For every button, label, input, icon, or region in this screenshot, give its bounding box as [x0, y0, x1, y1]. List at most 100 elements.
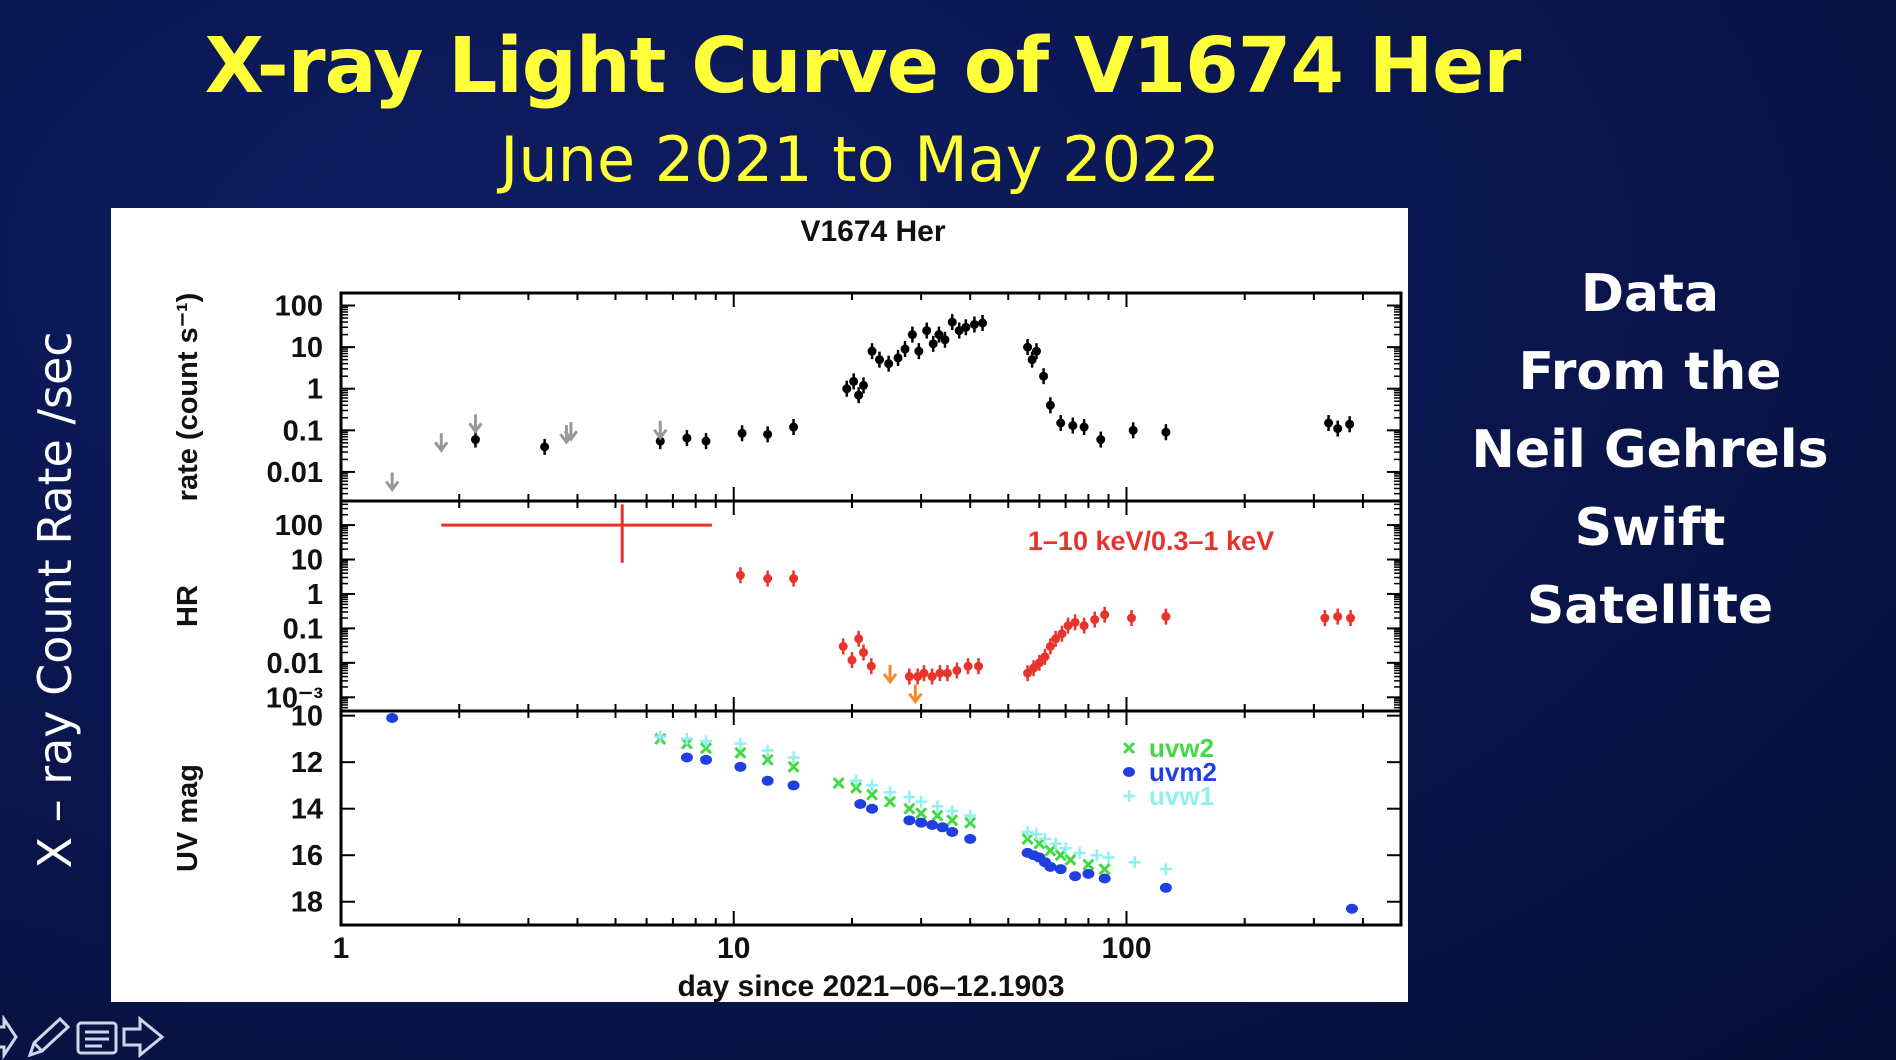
data-source-line: Neil Gehrels — [1471, 420, 1829, 480]
data-point — [1079, 422, 1089, 432]
data-point — [893, 353, 903, 363]
data-point — [1059, 842, 1072, 855]
data-point — [761, 753, 774, 766]
data-point — [1023, 342, 1033, 352]
data-point — [1056, 418, 1066, 428]
data-point — [854, 390, 864, 400]
data-point — [1128, 856, 1141, 869]
legend-marker — [1123, 767, 1135, 777]
data-point — [654, 730, 667, 743]
data-point — [1070, 617, 1080, 627]
data-point — [946, 805, 959, 818]
data-source-line: Data — [1580, 264, 1720, 324]
upper-limit-marker — [653, 420, 668, 441]
y-tick-label: 0.01 — [267, 457, 323, 489]
y-tick-label: 12 — [291, 747, 323, 779]
data-point — [1324, 418, 1334, 428]
data-point — [1159, 863, 1172, 876]
data-point — [1021, 832, 1034, 845]
data-point — [1079, 621, 1089, 631]
data-point — [978, 318, 988, 328]
data-point — [942, 668, 952, 678]
series-detection — [441, 504, 1356, 685]
x-tick-label: 100 — [1101, 932, 1151, 965]
legend-label: uvw1 — [1149, 781, 1214, 811]
data-point — [1102, 851, 1115, 864]
data-point — [787, 780, 800, 791]
data-point — [1098, 873, 1111, 884]
data-point — [1320, 613, 1330, 623]
data-point — [1030, 828, 1043, 841]
y-tick-label: 0.01 — [267, 648, 323, 680]
data-point — [903, 791, 916, 804]
back-arrow-icon[interactable] — [0, 1015, 18, 1060]
data-point — [914, 346, 924, 356]
data-point — [1057, 629, 1067, 639]
data-point — [1044, 844, 1057, 857]
data-point — [832, 777, 845, 790]
data-point — [734, 761, 747, 772]
pen-icon[interactable] — [27, 1016, 71, 1058]
data-point — [1023, 668, 1033, 678]
data-point — [1021, 825, 1034, 838]
data-point — [1096, 435, 1106, 445]
y-tick-label: 10 — [291, 701, 323, 733]
legend-label: uvw2 — [1149, 733, 1214, 763]
y-tick-label: 100 — [275, 510, 323, 542]
series-upper-limit — [882, 664, 923, 705]
series-uvw1 — [654, 730, 1172, 876]
x-tick-label: 1 — [333, 932, 350, 965]
data-point — [735, 570, 745, 580]
data-point — [952, 665, 962, 675]
data-point — [682, 433, 692, 443]
data-point — [1127, 613, 1137, 623]
data-point — [928, 339, 938, 349]
data-point — [1333, 612, 1343, 622]
data-point — [974, 661, 984, 671]
data-point — [734, 746, 747, 759]
slideshow-toolbar — [0, 1015, 180, 1060]
data-point — [700, 735, 713, 748]
data-point — [842, 384, 852, 394]
data-point — [1100, 610, 1110, 620]
data-source-text: Data From the Neil Gehrels Swift Satelli… — [1455, 255, 1845, 645]
data-point — [964, 816, 977, 829]
data-point — [787, 751, 800, 764]
data-point — [963, 661, 973, 671]
data-point — [865, 788, 879, 801]
data-point — [926, 819, 939, 830]
data-point — [680, 732, 693, 745]
data-point — [931, 800, 944, 813]
data-point — [919, 668, 929, 678]
data-point — [1063, 621, 1073, 631]
data-point — [470, 435, 480, 445]
data-point — [655, 436, 665, 446]
y-tick-label: 0.1 — [283, 613, 323, 645]
data-point — [1044, 861, 1057, 872]
data-point — [1345, 903, 1358, 914]
data-point — [1082, 868, 1095, 879]
notes-icon[interactable] — [76, 1021, 118, 1055]
data-point — [922, 326, 932, 336]
data-point — [927, 672, 937, 682]
data-point — [1069, 871, 1082, 882]
data-point — [854, 634, 864, 644]
legend-marker — [1123, 790, 1135, 802]
data-point — [699, 742, 713, 755]
data-point — [866, 661, 876, 671]
x-axis-label: day since 2021–06–12.1903 — [678, 970, 1065, 1002]
data-point — [946, 814, 959, 827]
data-point — [915, 817, 928, 828]
data-point — [1040, 652, 1050, 662]
data-point — [680, 752, 693, 763]
data-point — [1333, 424, 1343, 434]
data-point — [849, 376, 859, 386]
series-upper-limit — [384, 414, 668, 492]
data-point — [903, 802, 916, 815]
data-point — [1161, 427, 1171, 437]
slide-subtitle: June 2021 to May 2022 — [500, 123, 1220, 196]
upper-limit-marker — [384, 472, 400, 492]
forward-arrow-icon[interactable] — [122, 1015, 165, 1059]
